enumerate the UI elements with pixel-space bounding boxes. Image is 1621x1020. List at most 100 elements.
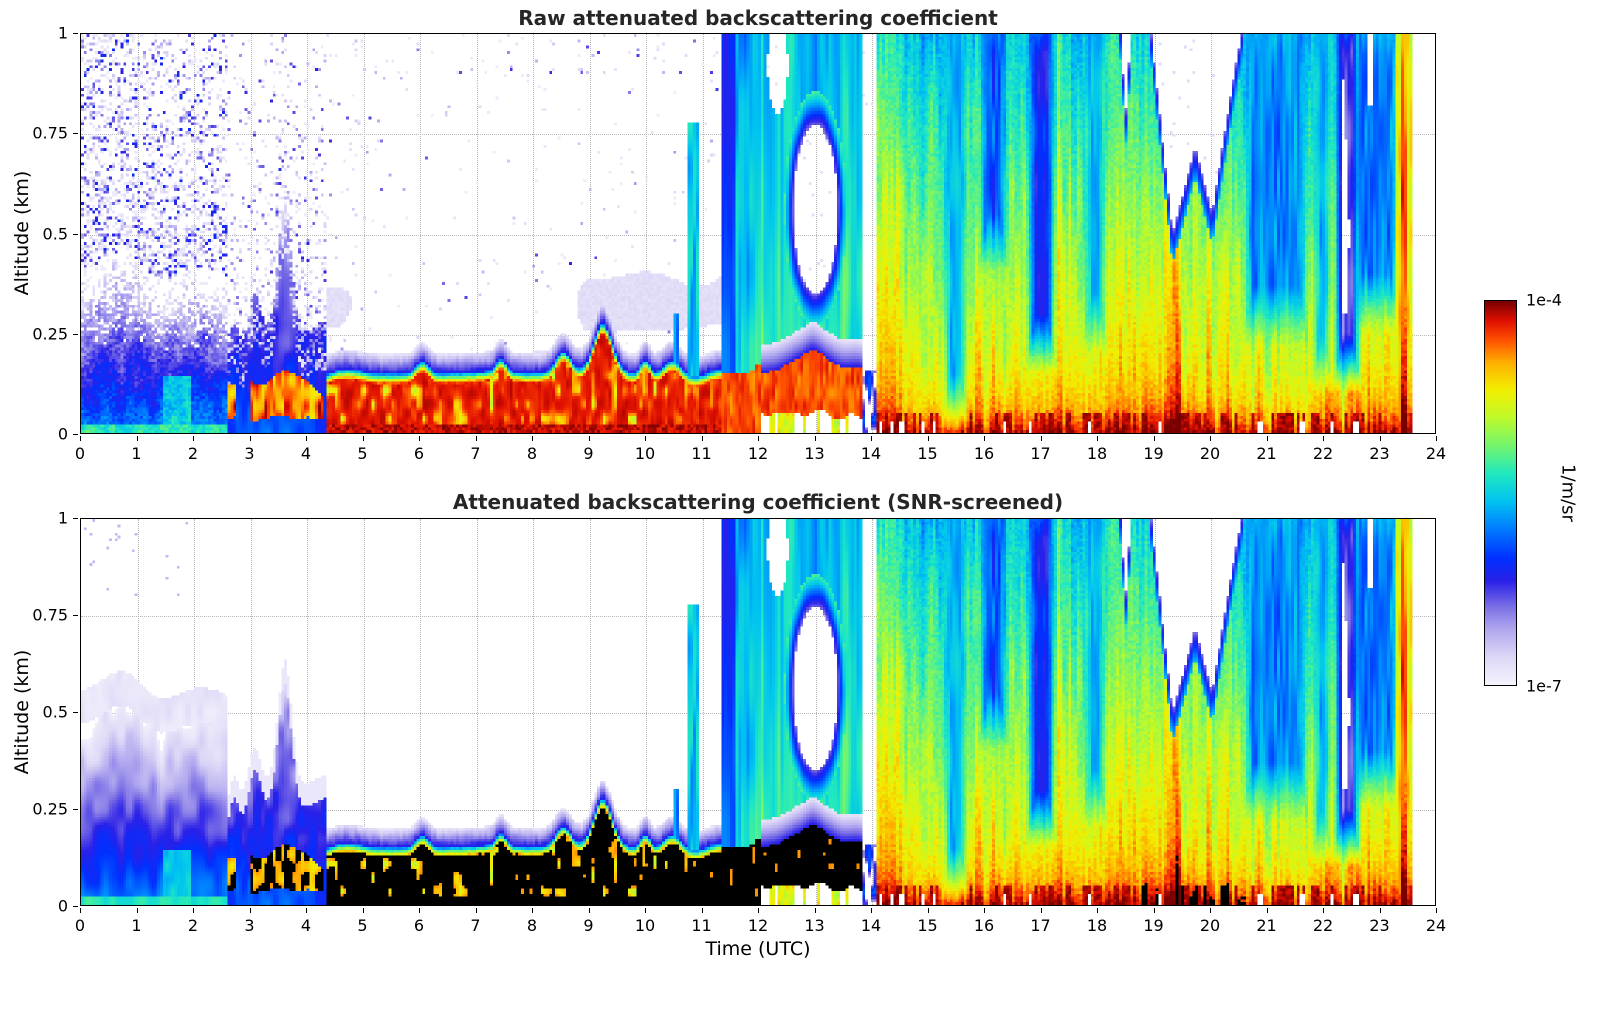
y-tick-label: 0.5: [42, 702, 68, 722]
y-tick-label: 1: [57, 508, 68, 528]
x-tick-mark: [927, 908, 929, 913]
x-tick-label: 22: [1312, 916, 1334, 935]
x-tick-label: 11: [691, 916, 712, 935]
x-tick-label: 24: [1425, 444, 1447, 463]
x-tick-label: 20: [1199, 444, 1221, 463]
x-tick-mark: [984, 908, 985, 913]
x-tick-label: 4: [300, 916, 312, 935]
x-tick-label: 15: [917, 444, 938, 463]
x-tick-mark: [758, 436, 759, 441]
x-tick-mark: [1097, 908, 1098, 913]
y-tick-mark: [73, 133, 78, 135]
y-tick-label: 0.75: [32, 123, 68, 143]
x-tick-label: 24: [1425, 916, 1447, 935]
x-tick-label: 6: [413, 444, 425, 463]
x-tick-label: 1: [131, 444, 142, 463]
y-tick-label: 0: [57, 424, 68, 444]
y-tick-label: 0.25: [32, 324, 68, 344]
x-tick-label: 14: [860, 444, 882, 463]
y-tick-label: 1: [57, 23, 68, 43]
x-tick-mark: [588, 436, 590, 441]
x-tick-label: 8: [526, 444, 538, 463]
x-tick-label: 18: [1086, 444, 1108, 463]
y-tick-label: 0.5: [42, 224, 68, 243]
x-tick-mark: [871, 436, 872, 441]
x-tick-label: 19: [1143, 916, 1164, 935]
x-tick-mark: [1266, 908, 1268, 913]
x-tick-mark: [1266, 436, 1268, 441]
x-tick-mark: [419, 436, 420, 441]
x-tick-mark: [136, 436, 138, 441]
x-tick-label: 15: [917, 916, 938, 935]
x-tick-mark: [1040, 436, 1042, 441]
y-tick-mark: [73, 809, 78, 810]
x-tick-label: 17: [1030, 916, 1051, 935]
x-tick-mark: [871, 908, 872, 913]
x-tick-mark: [701, 436, 703, 441]
x-tick-mark: [1379, 436, 1381, 441]
x-tick-mark: [475, 436, 477, 441]
x-tick-mark: [758, 908, 759, 913]
y-tick-mark: [73, 615, 78, 616]
y-tick-mark: [73, 712, 78, 713]
x-tick-mark: [362, 436, 364, 441]
x-tick-label: 11: [691, 444, 712, 463]
x-tick-label: 18: [1086, 916, 1108, 935]
x-tick-mark: [1153, 436, 1155, 441]
x-tick-mark: [701, 908, 703, 913]
x-tick-label: 7: [470, 444, 481, 463]
x-tick-mark: [645, 436, 646, 441]
x-tick-label: 0: [74, 916, 86, 935]
screened-heatmap-canvas: [81, 519, 1435, 905]
x-tick-mark: [1379, 908, 1381, 913]
x-tick-mark: [136, 908, 138, 913]
x-tick-mark: [475, 908, 477, 913]
x-tick-label: 7: [470, 916, 481, 935]
colorbar-unit-label: 1/m/sr: [1557, 464, 1579, 522]
x-tick-label: 16: [973, 444, 995, 463]
x-tick-label: 0: [74, 444, 86, 463]
x-tick-label: 19: [1143, 444, 1164, 463]
x-tick-label: 23: [1369, 916, 1390, 935]
x-tick-mark: [193, 436, 194, 441]
x-tick-label: 2: [187, 444, 199, 463]
x-tick-label: 3: [244, 916, 255, 935]
x-tick-mark: [1153, 908, 1155, 913]
raw-heatmap-plot: [80, 33, 1436, 434]
x-tick-label: 10: [634, 444, 656, 463]
x-tick-label: 8: [526, 916, 538, 935]
y-tick-mark: [73, 333, 78, 335]
x-tick-label: 3: [244, 444, 255, 463]
x-tick-mark: [249, 908, 251, 913]
panel-title-raw: Raw attenuated backscattering coefficien…: [518, 6, 998, 30]
x-tick-label: 6: [413, 916, 425, 935]
x-tick-label: 13: [804, 444, 825, 463]
x-tick-mark: [1436, 908, 1437, 913]
x-tick-mark: [814, 436, 816, 441]
x-tick-label: 9: [583, 444, 594, 463]
x-tick-label: 12: [747, 916, 769, 935]
x-tick-mark: [362, 908, 364, 913]
x-tick-mark: [80, 908, 81, 913]
x-tick-label: 22: [1312, 444, 1334, 463]
x-tick-label: 23: [1369, 444, 1390, 463]
x-tick-mark: [1210, 908, 1211, 913]
x-tick-label: 17: [1030, 444, 1051, 463]
x-tick-mark: [249, 436, 251, 441]
y-tick-mark: [73, 906, 78, 907]
colorbar-min-label: 1e-7: [1526, 676, 1562, 696]
x-tick-mark: [984, 436, 985, 441]
screened-heatmap-plot: [80, 518, 1436, 906]
x-tick-mark: [80, 436, 81, 441]
x-tick-mark: [532, 908, 533, 913]
x-tick-mark: [814, 908, 816, 913]
y-tick-mark: [73, 233, 78, 235]
colorbar-max-label: 1e-4: [1526, 290, 1562, 310]
y-tick-label: 0.25: [32, 799, 68, 819]
y-tick-mark: [73, 33, 78, 34]
y-tick-mark: [73, 518, 78, 519]
x-tick-mark: [1323, 436, 1324, 441]
x-tick-label: 1: [131, 916, 142, 935]
x-tick-label: 20: [1199, 916, 1221, 935]
x-tick-mark: [306, 908, 307, 913]
